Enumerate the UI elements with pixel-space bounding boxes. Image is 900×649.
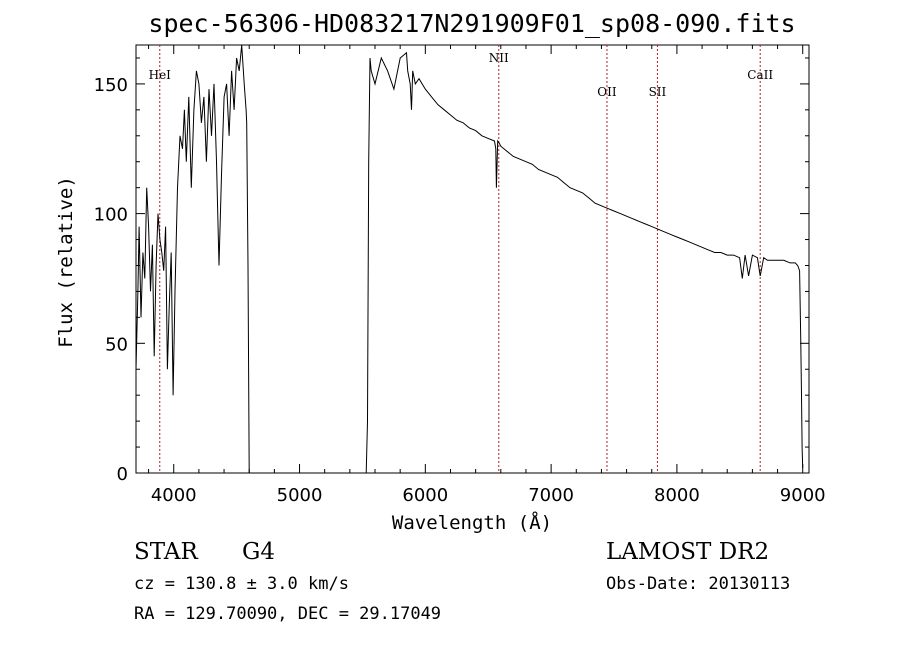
survey-label: LAMOST DR2	[606, 539, 769, 565]
reference-lines: HeI NII OII SII CaII	[149, 45, 773, 473]
x-tick-label: 7000	[528, 485, 574, 506]
x-tick-label: 5000	[277, 485, 323, 506]
ref-line-label: OII	[597, 85, 617, 99]
ref-line-label: SII	[649, 85, 667, 99]
x-tick-label: 4000	[151, 485, 197, 506]
radec-value: RA = 129.70090, DEC = 29.17049	[134, 604, 441, 624]
obs-date: Obs-Date: 20130113	[606, 574, 790, 594]
x-tick-label: 8000	[654, 485, 700, 506]
class-label: STAR	[134, 539, 198, 565]
axis-ticks: 4000 5000 6000 7000 8000 9000 0 50 100 150	[94, 45, 826, 506]
chart-title: spec-56306-HD083217N291909F01_sp08-090.f…	[148, 9, 795, 38]
cz-value: cz = 130.8 ± 3.0 km/s	[134, 574, 349, 594]
ref-line-label: CaII	[747, 68, 773, 82]
y-tick-label: 50	[105, 334, 128, 355]
subclass-label: G4	[242, 539, 275, 565]
y-tick-label: 0	[117, 464, 128, 485]
spectrum-line	[135, 44, 804, 474]
y-axis-label: Flux (relative)	[55, 176, 77, 348]
ref-line-label: HeI	[149, 68, 172, 82]
x-tick-label: 6000	[402, 485, 448, 506]
y-tick-label: 100	[94, 205, 128, 226]
plot-frame	[135, 44, 810, 474]
ref-line-label: NII	[489, 51, 509, 65]
x-tick-label: 9000	[780, 485, 826, 506]
x-axis-label: Wavelength (Å)	[392, 511, 552, 534]
y-tick-label: 150	[94, 75, 128, 96]
